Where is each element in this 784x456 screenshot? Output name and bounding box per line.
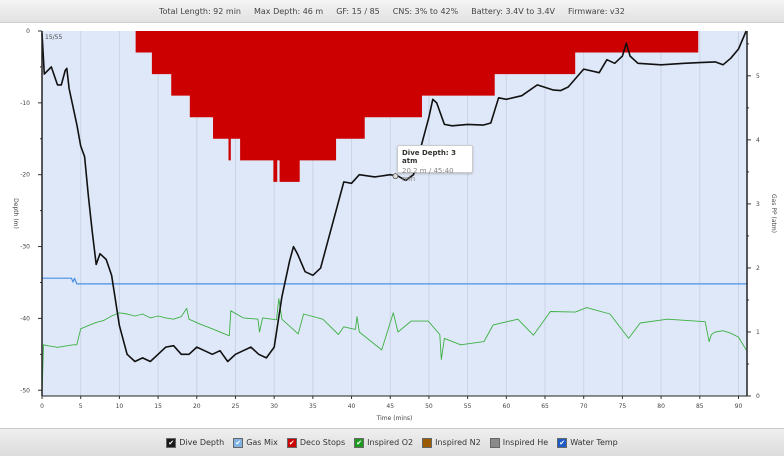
tooltip-title: Dive Depth: 3 atm <box>402 149 456 165</box>
x-tick-label: 85 <box>696 403 704 410</box>
checkbox-checked-icon[interactable]: ✔ <box>233 437 244 448</box>
legend-toggle-inspired-he[interactable]: Inspired He <box>489 437 549 448</box>
tooltip-detail: 20.2 m / 45:40 min <box>402 167 454 183</box>
legend-label: Inspired O2 <box>367 438 414 447</box>
x-tick-label: 75 <box>619 403 627 410</box>
checkbox-checked-icon[interactable]: ✔ <box>557 437 568 448</box>
x-tick-label: 20 <box>193 403 201 410</box>
y-tick-label: -50 <box>20 387 30 394</box>
legend-label: Gas Mix <box>246 438 278 447</box>
hover-marker <box>392 173 399 180</box>
corner-label: 15/55 <box>45 34 62 41</box>
legend-toggle-dive-depth[interactable]: ✔ Dive Depth <box>166 437 225 448</box>
x-tick-label: 5 <box>79 403 83 410</box>
legend-toggle-water-temp[interactable]: ✔ Water Temp <box>557 437 618 448</box>
checkbox-unchecked-icon[interactable] <box>422 437 433 448</box>
x-tick-label: 15 <box>154 403 162 410</box>
y-tick-label: -10 <box>20 100 30 107</box>
deco-stops-area <box>135 31 699 182</box>
x-tick-label: 80 <box>657 403 665 410</box>
x-tick-label: 10 <box>116 403 124 410</box>
x-axis-title: Time (mins) <box>376 415 413 422</box>
checkbox-checked-icon[interactable]: ✔ <box>354 437 365 448</box>
legend-toggle-deco-stops[interactable]: ✔ Deco Stops <box>286 437 346 448</box>
gas-mix-line <box>42 277 747 285</box>
legend-label: Dive Depth <box>179 438 225 447</box>
x-tick-label: 70 <box>580 403 588 410</box>
x-tick-label: 35 <box>309 403 317 410</box>
dive-summary-bar: Total Length: 92 min Max Depth: 46 m GF: 1… <box>0 0 784 23</box>
x-tick-label: 65 <box>541 403 549 410</box>
legend-label: Inspired He <box>502 438 549 447</box>
x-tick-label: 55 <box>464 403 472 410</box>
checkbox-unchecked-icon[interactable] <box>489 437 500 448</box>
y-tick-label: -20 <box>20 172 30 179</box>
x-tick-label: 60 <box>503 403 511 410</box>
x-tick-label: 40 <box>348 403 356 410</box>
y2-tick-label: 1 <box>756 329 760 336</box>
y-tick-label: -40 <box>20 315 30 322</box>
y2-tick-label: 5 <box>756 73 760 80</box>
summary-item: CNS: 3% to 42% <box>392 6 459 16</box>
legend-label: Deco Stops <box>299 438 346 447</box>
summary-item: Firmware: v32 <box>568 6 625 16</box>
x-tick-label: 0 <box>40 403 44 410</box>
y-tick-label: 0 <box>26 28 30 35</box>
summary-item: GF: 15 / 85 <box>336 6 380 16</box>
series-legend: ✔ Dive Depth ✔ Gas Mix ✔ Deco Stops ✔ Inspired … <box>0 428 784 456</box>
hover-tooltip: Dive Depth: 3 atm 20.2 m / 45:40 min <box>397 145 473 183</box>
x-tick-label: 30 <box>270 403 278 410</box>
checkbox-checked-icon[interactable]: ✔ <box>286 437 297 448</box>
x-tick-label: 50 <box>425 403 433 410</box>
y2-tick-label: 2 <box>756 265 760 272</box>
legend-toggle-inspired-n2[interactable]: Inspired N2 <box>422 437 481 448</box>
y2-axis-title: Gas PP (atm) <box>770 194 777 233</box>
legend-label: Inspired N2 <box>435 438 481 447</box>
dive-depth-line <box>41 30 747 363</box>
legend-toggle-inspired-o2[interactable]: ✔ Inspired O2 <box>354 437 414 448</box>
x-tick-label: 45 <box>386 403 394 410</box>
y-tick-label: -30 <box>20 244 30 251</box>
y2-tick-label: 3 <box>756 201 760 208</box>
checkbox-checked-icon[interactable]: ✔ <box>166 437 177 448</box>
summary-item: Battery: 3.4V to 3.4V <box>471 6 556 16</box>
legend-toggle-gas-mix[interactable]: ✔ Gas Mix <box>233 437 278 448</box>
y2-tick-label: 0 <box>756 393 760 400</box>
y-axis-title: Depth (m) <box>12 198 19 229</box>
summary-item: Total Length: 92 min <box>159 6 241 16</box>
x-tick-label: 25 <box>232 403 240 410</box>
y2-tick-label: 4 <box>756 137 760 144</box>
summary-item: Max Depth: 46 m <box>254 6 324 16</box>
x-tick-label: 90 <box>735 403 743 410</box>
legend-label: Water Temp <box>570 438 618 447</box>
dive-profile-chart[interactable]: 0 5 10 15 20 25 30 35 40 45 50 55 60 65 70 75 80 85 900-10… <box>0 23 784 428</box>
